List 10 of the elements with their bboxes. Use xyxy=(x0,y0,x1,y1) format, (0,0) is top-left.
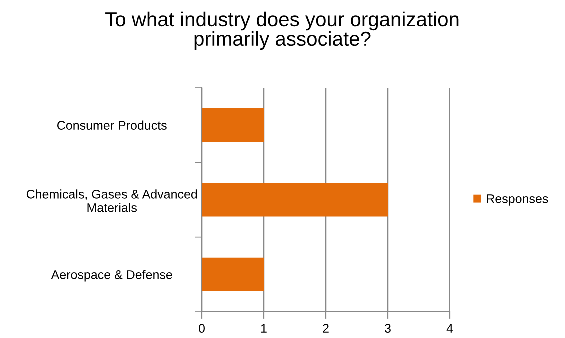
x-tick-label: 2 xyxy=(323,324,329,333)
y-tick-label: Aerospace & Defense xyxy=(51,270,172,282)
legend-label: Responses xyxy=(487,194,548,206)
x-tick-label: 0 xyxy=(199,324,205,333)
chart-title: To what industry does your organization primarily associate? xyxy=(106,12,459,50)
x-tick-label: 3 xyxy=(385,324,391,333)
x-tick-label: 1 xyxy=(261,324,267,333)
x-tick-label: 4 xyxy=(446,324,454,333)
y-tick-label: Chemicals, Gases & Advanced Materials xyxy=(26,190,198,212)
y-tick-label: Consumer Products xyxy=(58,120,167,130)
